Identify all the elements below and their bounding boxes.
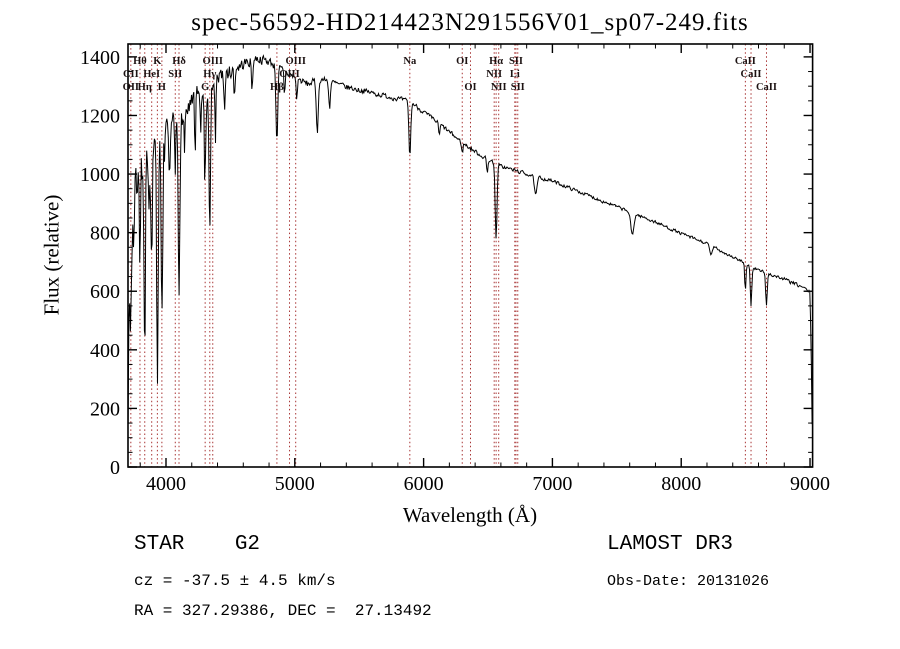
spectral-line-label: H (158, 82, 166, 93)
spectral-line-label: Hβ (270, 82, 284, 93)
spectral-line-label: Na (403, 56, 417, 67)
x-tick-label: 4000 (146, 473, 186, 495)
spectral-line-label: CII (123, 69, 139, 80)
object-class-label: STAR G2 (134, 533, 261, 556)
spectral-line-label: Hθ (133, 56, 147, 67)
radial-velocity-label: cz = -37.5 ± 4.5 km/s (134, 572, 336, 590)
spectral-line-label: OI (464, 82, 476, 93)
plot-frame (127, 43, 814, 468)
spectral-line-label: SII (168, 69, 182, 80)
y-tick-label: 1200 (80, 105, 120, 127)
y-tick-label: 400 (90, 340, 120, 362)
spectral-line-label: NII (486, 69, 502, 80)
y-tick-label: 1400 (80, 47, 120, 69)
spectral-line-label: Hδ (172, 56, 186, 67)
page-title: spec-56592-HD214423N291556V01_sp07-249.f… (191, 9, 749, 36)
ra-dec-label: RA = 327.29386, DEC = 27.13492 (134, 602, 432, 620)
y-tick-label: 800 (90, 223, 120, 245)
x-tick-label: 9000 (790, 473, 830, 495)
spectral-line-label: OII (123, 82, 139, 93)
spectral-line-label: SII (509, 56, 523, 67)
x-tick-label: 7000 (532, 473, 572, 495)
spectral-line-label: Hη (138, 82, 152, 93)
obs-date-label: Obs-Date: 20131026 (607, 573, 770, 590)
spectral-line-label: HeI (143, 69, 160, 80)
y-tick-label: 200 (90, 398, 120, 420)
y-tick-label: 0 (110, 457, 120, 479)
spectral-line-label: OIII (285, 56, 305, 67)
spectral-line-label: Hα (489, 56, 503, 67)
x-tick-label: 8000 (661, 473, 701, 495)
y-tick-label: 1000 (80, 164, 120, 186)
survey-release-label: LAMOST DR3 (607, 533, 734, 556)
spectrum-trace (127, 54, 813, 425)
spectral-line-label: CaII (756, 82, 777, 93)
x-tick-label: 5000 (275, 473, 315, 495)
spectral-line-label: OIII (203, 56, 223, 67)
spectral-line-label: Li (510, 69, 520, 80)
spectral-line-label: G (201, 82, 209, 93)
spectral-line-label: Hγ (203, 69, 216, 80)
y-tick-label: 600 (90, 281, 120, 303)
spectral-line-label: NII (491, 82, 507, 93)
spectral-line-label: K (153, 56, 162, 67)
spectral-line-label: OIII (279, 69, 299, 80)
x-tick-label: 6000 (404, 473, 444, 495)
spectral-line-label: OI (456, 56, 468, 67)
spectral-line-label: CaII (735, 56, 756, 67)
spectral-line-label: CaII (741, 69, 762, 80)
spectral-line-label: SII (511, 82, 525, 93)
x-axis-label: Wavelength (Å) (402, 503, 538, 527)
